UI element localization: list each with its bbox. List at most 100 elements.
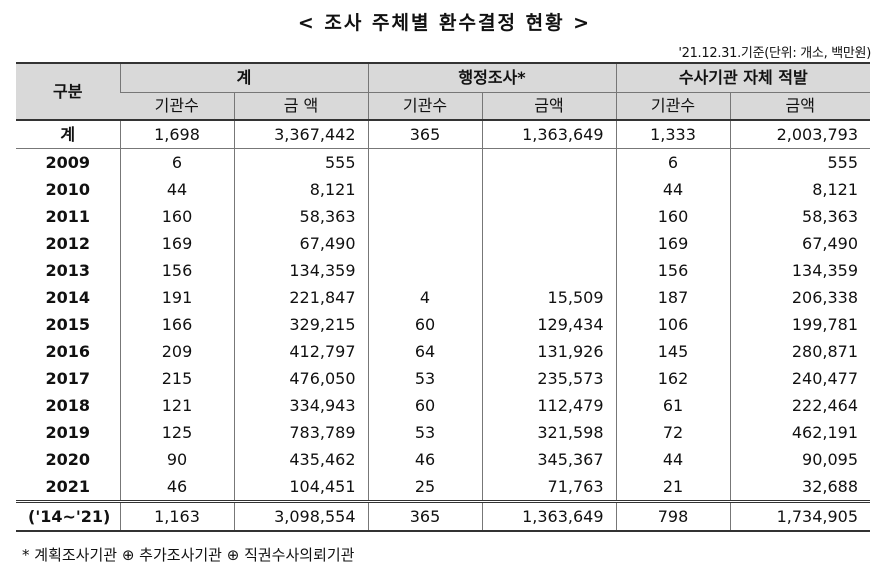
cell-count-admin	[367, 257, 483, 284]
cell-count-admin	[367, 148, 483, 176]
cell-count-total: 156	[119, 257, 234, 284]
table-row: 2017 215 476,050 53 235,573 162 240,477	[16, 365, 871, 392]
cell-amount-investigation: 67,490	[729, 230, 871, 257]
row-label: 2010	[45, 180, 91, 199]
cell-count-total: 191	[119, 284, 234, 311]
table-row: 2016 209 412,797 64 131,926 145 280,871	[16, 338, 871, 365]
row-label: 2021	[45, 477, 91, 496]
row-label: 2020	[45, 450, 91, 469]
cell-amount-admin: 112,479	[481, 392, 617, 419]
cell-count-admin: 60	[367, 311, 483, 338]
unit-note: '21.12.31.기준(단위: 개소, 백만원)	[678, 46, 871, 61]
cell-count-total: 215	[119, 365, 234, 392]
cell-amount-investigation: 2,003,793	[729, 120, 871, 149]
cell-count-investigation: 44	[615, 176, 731, 203]
cell-count-investigation: 21	[615, 473, 731, 502]
cell-amount-admin	[481, 148, 617, 176]
row-label: 2017	[45, 369, 91, 388]
cell-amount-investigation: 555	[729, 148, 871, 176]
cell-amount-admin: 235,573	[481, 365, 617, 392]
cell-count-total: 125	[119, 419, 234, 446]
cell-amount-total: 412,797	[233, 338, 369, 365]
header-count-admin: 기관수	[367, 92, 483, 121]
cell-amount-total: 221,847	[233, 284, 369, 311]
cell-count-admin: 365	[367, 500, 483, 532]
cell-amount-admin	[481, 176, 617, 203]
cell-amount-investigation: 8,121	[729, 176, 871, 203]
cell-count-investigation: 6	[615, 148, 731, 176]
cell-count-admin	[367, 230, 483, 257]
cell-count-total: 90	[119, 446, 234, 473]
cell-count-investigation: 156	[615, 257, 731, 284]
header-count-total: 기관수	[120, 92, 234, 121]
row-label: 2019	[45, 423, 91, 442]
cell-count-investigation: 44	[615, 446, 731, 473]
cell-count-investigation: 1,333	[615, 120, 731, 149]
cell-count-total: 6	[119, 148, 234, 176]
table-row: 2021 46 104,451 25 71,763 21 32,688	[16, 473, 871, 502]
footnote: * 계획조사기관 ⊕ 추가조사기관 ⊕ 직권수사의뢰기관	[22, 546, 355, 564]
cell-count-investigation: 169	[615, 230, 731, 257]
cell-amount-total: 3,098,554	[233, 500, 369, 532]
header-amount-investigation: 금액	[729, 92, 871, 121]
cell-count-investigation: 61	[615, 392, 731, 419]
cell-count-admin: 64	[367, 338, 483, 365]
header-amount-total: 금 액	[233, 92, 369, 121]
row-label: 2016	[45, 342, 91, 361]
row-label: 2009	[45, 153, 91, 172]
cell-count-total: 1,698	[119, 120, 234, 149]
header-amount-admin: 금액	[481, 92, 617, 121]
cell-amount-investigation: 206,338	[729, 284, 871, 311]
table-row: 2019 125 783,789 53 321,598 72 462,191	[16, 419, 871, 446]
table-row: 계 1,698 3,367,442 365 1,363,649 1,333 2,003,79…	[16, 120, 871, 149]
cell-count-investigation: 160	[615, 203, 731, 230]
cell-count-investigation: 72	[615, 419, 731, 446]
cell-amount-investigation: 1,734,905	[729, 500, 871, 532]
header-group-total: 계	[119, 62, 369, 93]
cell-count-admin: 53	[367, 365, 483, 392]
cell-amount-investigation: 240,477	[729, 365, 871, 392]
cell-amount-total: 104,451	[233, 473, 369, 502]
cell-amount-admin	[481, 203, 617, 230]
cell-count-admin: 365	[367, 120, 483, 149]
cell-count-total: 169	[119, 230, 234, 257]
cell-amount-total: 3,367,442	[233, 120, 369, 149]
cell-amount-admin: 1,363,649	[481, 500, 617, 532]
page-title: < 조사 주체별 환수결정 현황 >	[297, 12, 592, 34]
cell-count-investigation: 106	[615, 311, 731, 338]
cell-amount-investigation: 32,688	[729, 473, 871, 502]
cell-amount-total: 67,490	[233, 230, 369, 257]
cell-amount-investigation: 280,871	[729, 338, 871, 365]
cell-count-admin	[367, 203, 483, 230]
cell-count-investigation: 162	[615, 365, 731, 392]
table-row: 2018 121 334,943 60 112,479 61 222,464	[16, 392, 871, 419]
cell-amount-investigation: 58,363	[729, 203, 871, 230]
cell-amount-total: 134,359	[233, 257, 369, 284]
cell-count-total: 209	[119, 338, 234, 365]
cell-amount-total: 8,121	[233, 176, 369, 203]
cell-count-total: 46	[119, 473, 234, 502]
table-row: 2014 191 221,847 4 15,509 187 206,338	[16, 284, 871, 311]
cell-count-admin: 25	[367, 473, 483, 502]
row-label: 2015	[45, 315, 91, 334]
table-row: 2012 169 67,490 169 67,490	[16, 230, 871, 257]
table-row: 2020 90 435,462 46 345,367 44 90,095	[16, 446, 871, 473]
table-body: 계 1,698 3,367,442 365 1,363,649 1,333 2,003,79…	[16, 120, 871, 532]
cell-amount-admin	[481, 230, 617, 257]
table-row: 2013 156 134,359 156 134,359	[16, 257, 871, 284]
row-label: 2011	[45, 207, 91, 226]
cell-amount-investigation: 199,781	[729, 311, 871, 338]
row-label: 계	[16, 120, 120, 149]
cell-amount-total: 783,789	[233, 419, 369, 446]
cell-amount-admin: 131,926	[481, 338, 617, 365]
row-label: 2012	[45, 234, 91, 253]
cell-amount-admin: 345,367	[481, 446, 617, 473]
cell-count-total: 1,163	[119, 500, 234, 532]
row-label: 2018	[45, 396, 91, 415]
row-label: ('14~'21)	[16, 500, 120, 532]
cell-count-total: 160	[119, 203, 234, 230]
cell-count-admin	[367, 176, 483, 203]
table-row: 2010 44 8,121 44 8,121	[16, 176, 871, 203]
cell-amount-total: 329,215	[233, 311, 369, 338]
cell-amount-total: 58,363	[233, 203, 369, 230]
